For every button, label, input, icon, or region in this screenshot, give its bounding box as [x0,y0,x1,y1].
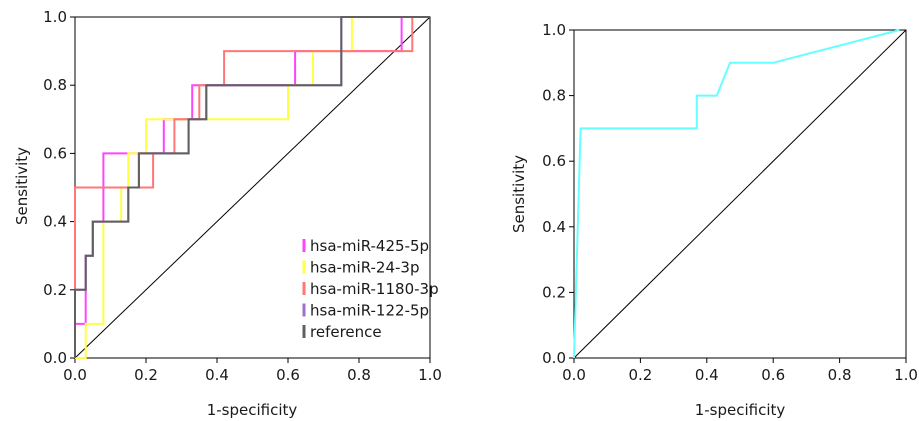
left-diagonal-line [74,16,431,359]
left-legend-label: hsa-miR-425-5p [310,237,429,255]
left-x-tick-label: 0.8 [347,366,371,384]
left-legend-label: hsa-miR-1180-3p [310,280,439,298]
right-y-tick-label: 0.6 [542,152,566,170]
left-y-tick-label: 0.4 [43,213,67,231]
right-plot-frame [573,29,907,359]
right-y-tick-label: 0.4 [542,218,566,236]
right-x-tick-label: 0.8 [828,366,852,384]
left-x-tick-label: 1.0 [418,366,442,384]
right-xlabel: 1-specificity [695,401,786,419]
right-x-tick-label: 0.0 [562,366,586,384]
left-x-tick-label: 0.4 [205,366,229,384]
left-legend-label: hsa-miR-122-5p [310,302,429,320]
right-y-tick-label: 0.0 [542,349,566,367]
right-ylabel: Sensitivity [510,155,528,233]
right-y-tick-label: 1.0 [542,21,566,39]
right-x-tick-label: 1.0 [894,366,918,384]
left-legend: hsa-miR-425-5p hsa-miR-24-3p hsa-miR-1180-… [302,237,439,341]
left-y-tick-label: 1.0 [43,8,67,26]
left-x-tick-label: 0.0 [63,366,87,384]
left-y-tick-label: 0.8 [43,76,67,94]
left-legend-label: reference [310,323,382,341]
left-xlabel: 1-specificity [207,401,298,419]
right-series-series-line [573,29,900,359]
right-diagonal-line [573,29,907,359]
right-y-tick-label: 0.8 [542,87,566,105]
left-y-tick-label: 0.6 [43,144,67,162]
left-legend-label: hsa-miR-24-3p [310,259,420,277]
right-y-tick-label: 0.2 [542,283,566,301]
right-chart: Sensitivity 1-specificity 0.0 0.2 0.4 0.6 0.… [510,21,918,419]
left-x-tick-label: 0.6 [276,366,300,384]
right-x-tick-label: 0.4 [695,366,719,384]
right-x-tick-label: 0.2 [628,366,652,384]
left-chart: Sensitivity 1-specificity 0.0 0.2 0.4 0.6 0.… [13,8,442,419]
left-y-tick-label: 0.2 [43,281,67,299]
left-y-tick-label: 0.0 [43,349,67,367]
left-ylabel: Sensitivity [13,147,31,225]
left-series-reference-line [74,16,430,358]
right-x-tick-label: 0.6 [761,366,785,384]
left-x-tick-label: 0.2 [134,366,158,384]
